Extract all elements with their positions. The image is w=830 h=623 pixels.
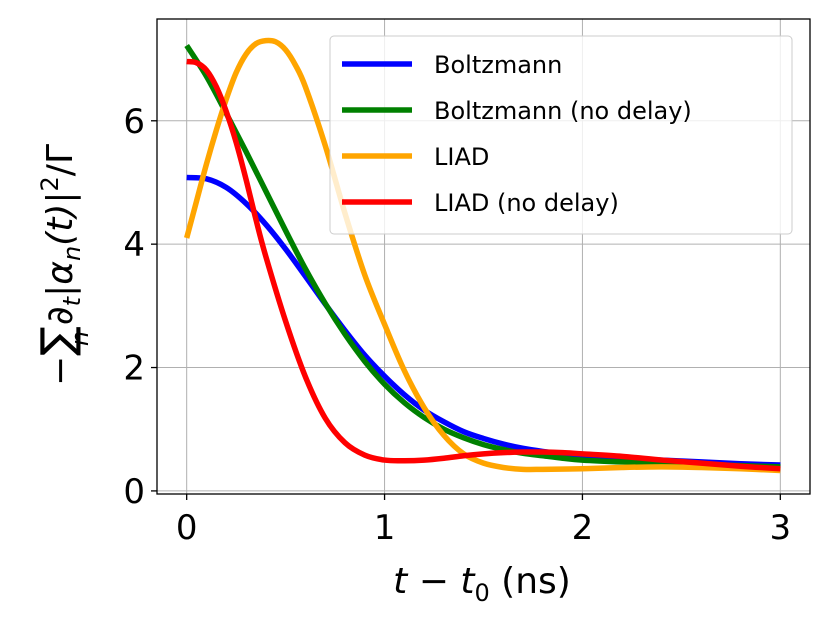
- series-line-liad-no-delay: [186, 58, 781, 472]
- legend-label: LIAD: [434, 143, 489, 171]
- ticks: [151, 120, 781, 500]
- legend-label: Boltzmann (no delay): [434, 97, 692, 125]
- legend: Boltzmann Boltzmann (no delay) LIAD LIAD (n…: [329, 35, 793, 235]
- x-tick-label: 2: [572, 508, 594, 548]
- tick-labels: 0 1 2 3 0 2 4 6: [123, 102, 791, 548]
- y-axis-label: −∑n∂t|αn(t)|2/Γ: [32, 144, 94, 386]
- x-tick-label: 0: [176, 508, 198, 548]
- x-tick-label: 1: [374, 508, 396, 548]
- legend-label: Boltzmann: [434, 51, 562, 79]
- y-tick-label: 6: [123, 102, 145, 142]
- x-tick-label: 3: [769, 508, 791, 548]
- plot-frame: [156, 18, 811, 495]
- x-axis-label: t − t0 (ns): [393, 561, 571, 607]
- legend-label: LIAD (no delay): [434, 189, 619, 217]
- y-tick-label: 2: [123, 349, 145, 389]
- legend-box: [329, 35, 793, 235]
- series-line-liad: [184, 37, 781, 474]
- series-layer: [184, 37, 781, 474]
- y-tick-label: 0: [123, 472, 145, 512]
- svg-text:−∑n∂t|αn(t)|2/Γ: −∑n∂t|αn(t)|2/Γ: [32, 144, 94, 386]
- y-tick-label: 4: [123, 225, 145, 265]
